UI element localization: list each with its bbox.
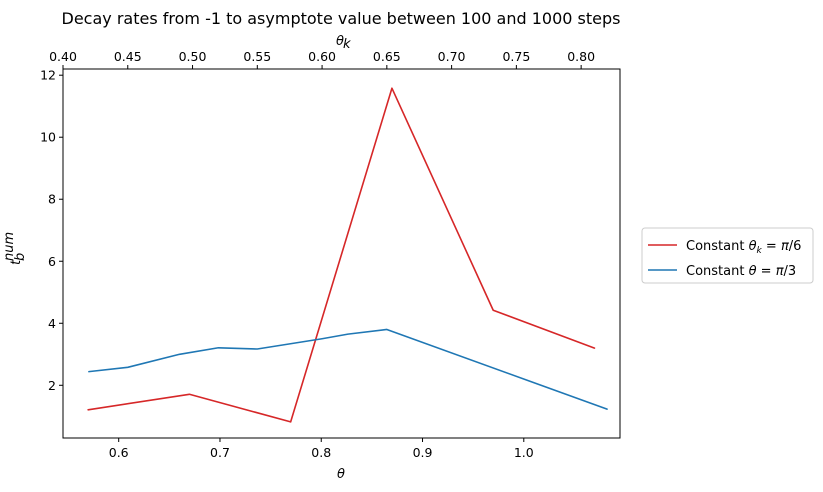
legend-box	[641, 227, 814, 284]
x2-tick-label: 0.65	[373, 49, 401, 64]
bottom-x-axis: 0.6 0.7 0.8 0.9 1.0	[109, 438, 534, 460]
y-tick-label: 8	[48, 192, 56, 207]
x2-tick-label: 0.40	[49, 49, 77, 64]
y-axis: 2 4 6 8 10 12	[40, 68, 63, 393]
y-tick-label: 12	[40, 68, 56, 83]
legend-label-series-1: Constant θk = π/6	[686, 239, 801, 256]
x2-tick-label: 0.80	[567, 49, 595, 64]
legend-label-series-2: Constant θ = π/3	[686, 264, 796, 279]
x2-tick-label: 0.60	[308, 49, 336, 64]
x-tick-label: 0.7	[210, 445, 230, 460]
series-line-1	[87, 87, 596, 423]
svg-text:num: num	[2, 232, 17, 261]
x2-tick-label: 0.50	[179, 49, 207, 64]
svg-text:θ: θ	[336, 34, 344, 49]
svg-text:t: t	[9, 259, 24, 265]
x2-tick-label: 0.55	[243, 49, 271, 64]
svg-text:k: k	[343, 37, 351, 52]
plot-area	[62, 68, 621, 439]
series-line-2	[88, 328, 608, 410]
x2-tick-label: 0.75	[502, 49, 530, 64]
y-axis-label: t b num	[2, 232, 28, 265]
x-axis-label: θ	[337, 467, 345, 482]
x-tick-label: 0.8	[311, 445, 331, 460]
x-tick-label: 1.0	[514, 445, 534, 460]
x-tick-label: 0.9	[413, 445, 433, 460]
top-x-axis: 0.40 0.45 0.50 0.55 0.60 0.65 0.70 0.75 0.80	[49, 49, 595, 69]
y-tick-label: 6	[48, 254, 56, 269]
top-axis-label: θ k	[336, 34, 351, 52]
plot-frame	[62, 68, 621, 439]
x2-tick-label: 0.45	[114, 49, 142, 64]
chart-title: Decay rates from -1 to asymptote value b…	[62, 9, 621, 28]
x-tick-label: 0.6	[109, 445, 129, 460]
x2-tick-label: 0.70	[438, 49, 466, 64]
y-tick-label: 2	[48, 378, 56, 393]
svg-text:Constant θ = π/3: Constant θ = π/3	[686, 264, 796, 279]
y-tick-label: 10	[40, 130, 56, 145]
svg-text:Constant θk = π/6: Constant θk = π/6	[686, 239, 801, 256]
svg-text:b: b	[13, 253, 28, 261]
y-tick-label: 4	[48, 316, 56, 331]
legend: Constant θk = π/6 Constant θ = π/3	[641, 227, 814, 284]
